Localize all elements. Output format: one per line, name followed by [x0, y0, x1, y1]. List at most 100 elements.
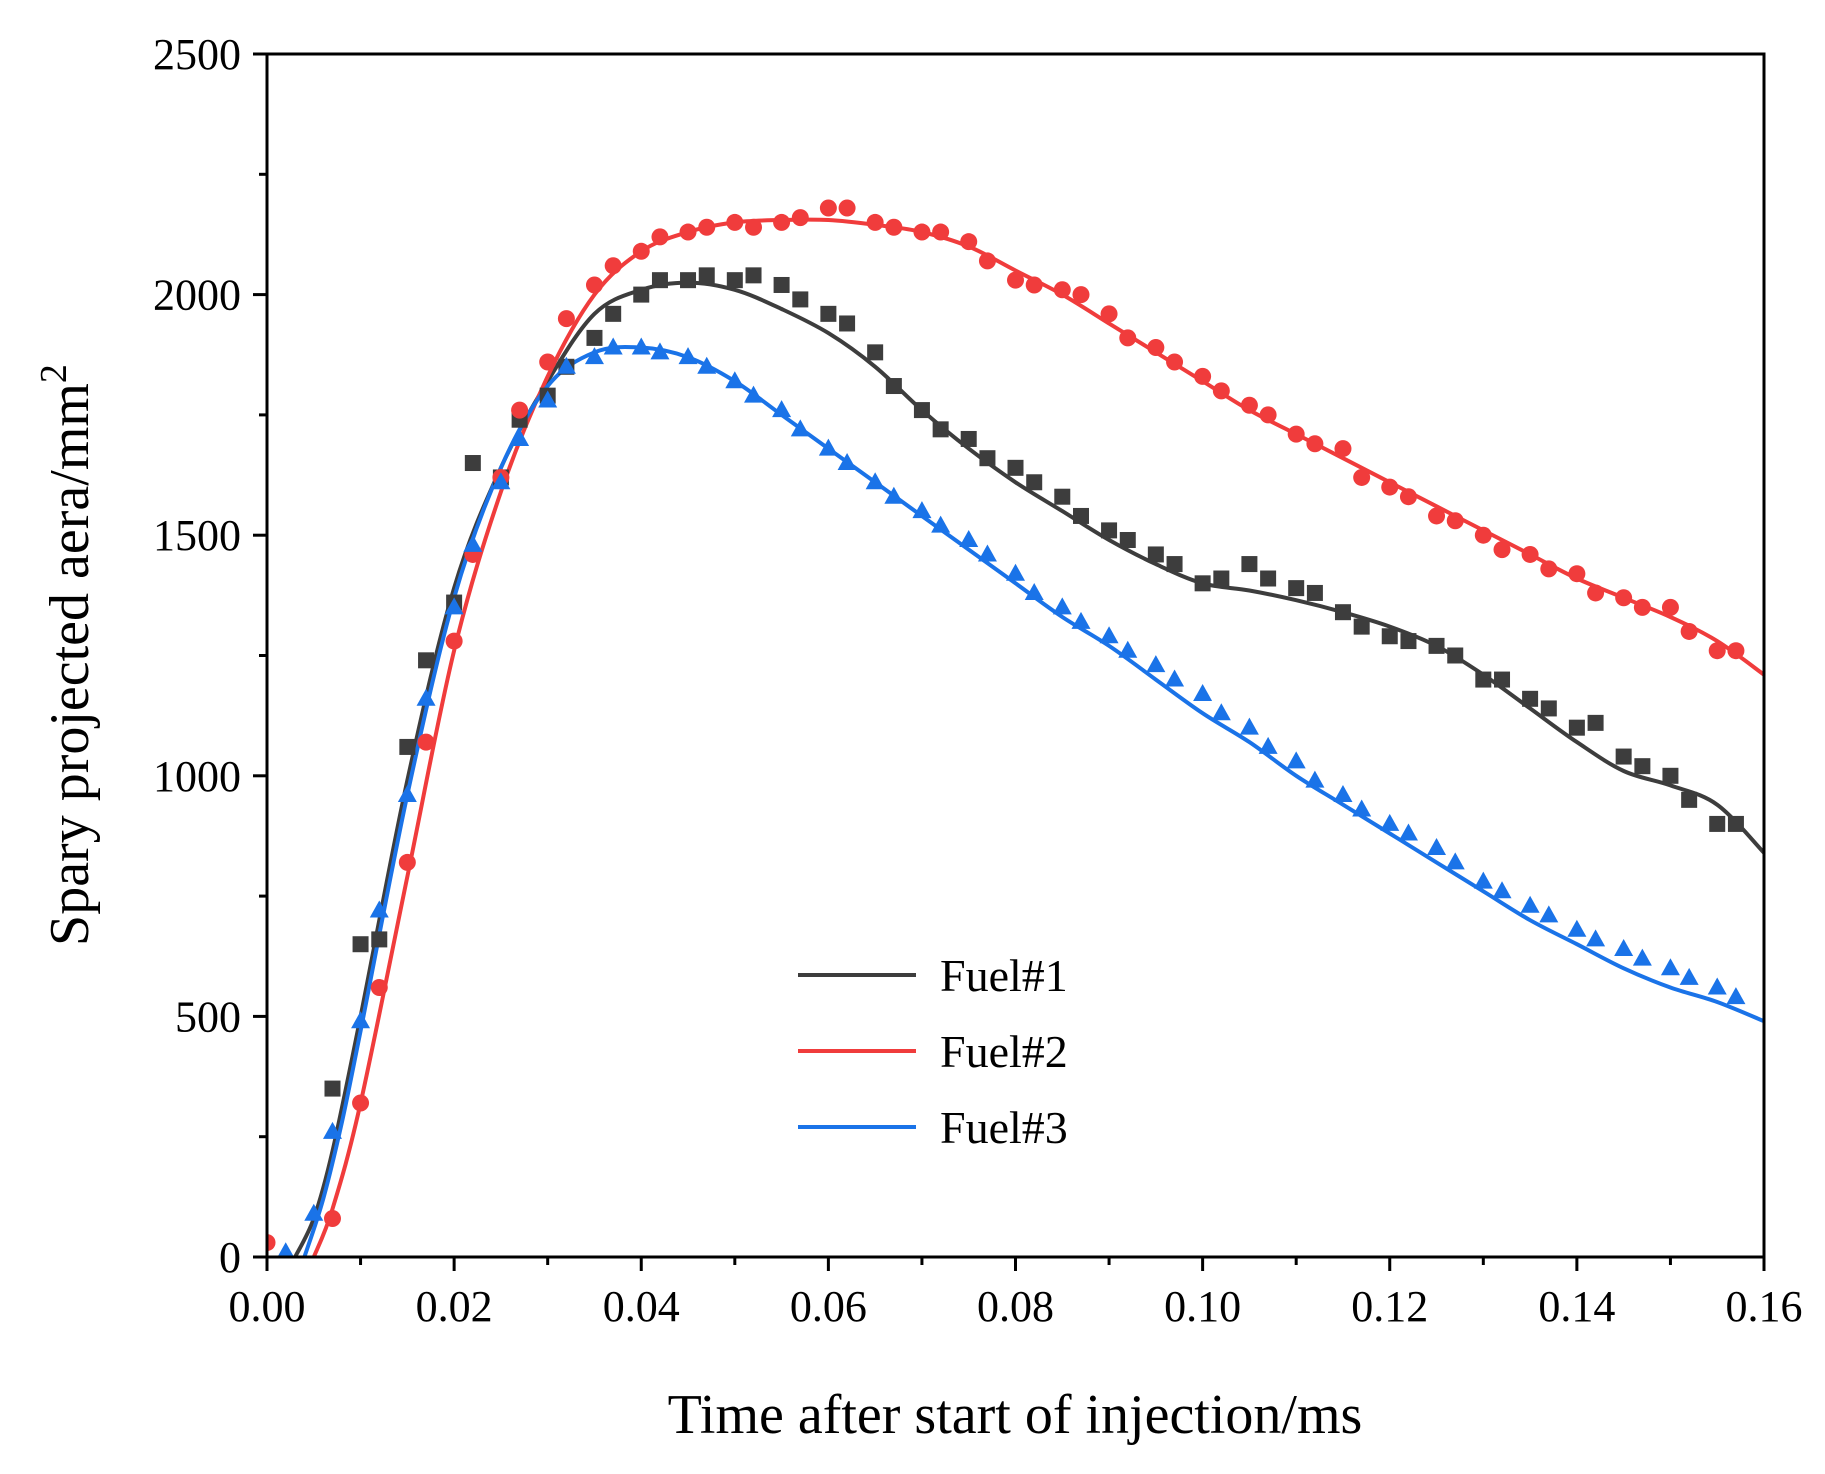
data-point-series-3 [1539, 905, 1559, 923]
data-point-series-3 [790, 419, 810, 437]
data-point-series-3 [1660, 958, 1680, 976]
data-point-series-1 [418, 652, 435, 669]
data-point-series-1 [605, 305, 622, 322]
data-point-series-1 [1475, 671, 1492, 688]
data-point-series-1 [324, 1080, 341, 1097]
data-point-series-3 [369, 900, 389, 918]
data-point-series-1 [399, 738, 416, 755]
data-point-series-3 [510, 428, 530, 446]
data-point-series-3 [912, 501, 932, 519]
data-point-series-2 [323, 1210, 341, 1228]
data-point-series-3 [725, 371, 745, 389]
y-tick-label: 2500 [153, 30, 241, 79]
marker-group-series-3 [277, 337, 1746, 1257]
data-point-series-3 [277, 1242, 294, 1257]
data-point-series-1 [885, 378, 902, 395]
data-point-series-1 [1260, 570, 1277, 587]
data-point-series-3 [351, 1011, 371, 1029]
x-tick-label: 0.10 [1164, 1282, 1241, 1331]
data-point-series-3 [1473, 871, 1493, 889]
data-point-series-2 [1072, 286, 1090, 304]
data-point-series-3 [884, 486, 904, 504]
x-tick-label: 0.16 [1726, 1282, 1803, 1331]
legend-label: Fuel#3 [940, 1102, 1068, 1153]
data-point-series-3 [959, 530, 979, 548]
data-point-series-2 [1025, 276, 1043, 294]
data-point-series-3 [397, 785, 417, 803]
y-axis-title-text: Spary projected aera/mm [39, 383, 101, 946]
data-point-series-1 [633, 286, 650, 303]
axis-ticks [253, 52, 1766, 1271]
data-point-series-2 [1428, 507, 1446, 525]
data-markers [267, 199, 1746, 1257]
data-point-series-2 [698, 218, 716, 236]
data-point-series-2 [632, 242, 650, 260]
x-tick-label: 0.04 [603, 1282, 680, 1331]
data-point-series-3 [1239, 717, 1259, 735]
data-point-series-2 [1727, 642, 1745, 660]
data-point-series-1 [1400, 633, 1417, 650]
data-point-series-3 [1146, 655, 1166, 673]
data-point-series-1 [1306, 584, 1323, 601]
data-point-series-1 [1681, 791, 1698, 808]
data-point-series-3 [1305, 770, 1325, 788]
data-point-series-1 [1447, 647, 1464, 664]
data-point-series-3 [1398, 823, 1418, 841]
data-point-series-3 [1679, 967, 1699, 985]
legend-item-series-3: Fuel#3 [798, 1102, 1068, 1153]
x-axis-title: Time after start of injection/ms [668, 1384, 1363, 1446]
data-point-series-2 [1147, 339, 1165, 357]
y-axis-title-superscript: 2 [33, 364, 75, 383]
data-point-series-2 [1240, 396, 1258, 414]
data-point-series-3 [556, 356, 576, 374]
data-point-series-2 [1212, 382, 1230, 400]
data-point-series-2 [445, 632, 463, 650]
data-point-series-1 [839, 315, 856, 332]
data-point-series-2 [511, 401, 529, 419]
data-point-series-2 [1334, 440, 1352, 458]
data-point-series-2 [1474, 526, 1492, 544]
data-point-series-2 [1119, 329, 1137, 347]
data-point-series-3 [1333, 785, 1353, 803]
data-point-series-3 [1286, 751, 1306, 769]
data-point-series-2 [1007, 271, 1024, 289]
data-point-series-1 [1072, 507, 1089, 524]
data-point-series-3 [1614, 939, 1634, 957]
data-point-series-2 [1306, 435, 1324, 453]
legend-label: Fuel#1 [940, 950, 1068, 1001]
data-point-series-2 [1633, 598, 1651, 616]
data-point-series-2 [1540, 560, 1558, 578]
data-point-series-3 [837, 453, 857, 471]
data-point-series-2 [866, 213, 884, 231]
data-point-series-1 [1241, 556, 1258, 573]
data-point-series-3 [1052, 597, 1072, 615]
data-point-series-3 [1632, 948, 1652, 966]
data-point-series-1 [932, 421, 949, 438]
data-point-series-3 [977, 544, 997, 562]
data-point-series-3 [1567, 919, 1587, 937]
data-point-series-3 [1071, 611, 1091, 629]
data-point-series-3 [678, 347, 698, 365]
legend-item-series-2: Fuel#2 [798, 1026, 1068, 1077]
data-point-series-3 [1492, 881, 1512, 899]
data-point-series-3 [1165, 669, 1185, 687]
data-point-series-2 [791, 209, 809, 227]
data-point-series-1 [1334, 604, 1351, 621]
x-tick-label: 0.06 [790, 1282, 867, 1331]
data-point-series-1 [1540, 700, 1557, 717]
data-point-series-3 [1118, 640, 1138, 658]
data-point-series-2 [1399, 488, 1417, 506]
y-tick-label: 1000 [153, 752, 241, 801]
data-point-series-1 [1615, 748, 1632, 765]
data-point-series-2 [745, 218, 763, 236]
x-tick-label: 0.08 [977, 1282, 1054, 1331]
data-point-series-1 [1166, 556, 1183, 573]
data-point-series-3 [650, 342, 670, 360]
data-point-series-1 [745, 267, 762, 284]
data-point-series-1 [1634, 758, 1651, 775]
data-point-series-1 [1288, 580, 1305, 597]
data-point-series-2 [960, 233, 978, 251]
data-point-series-1 [1213, 570, 1230, 587]
